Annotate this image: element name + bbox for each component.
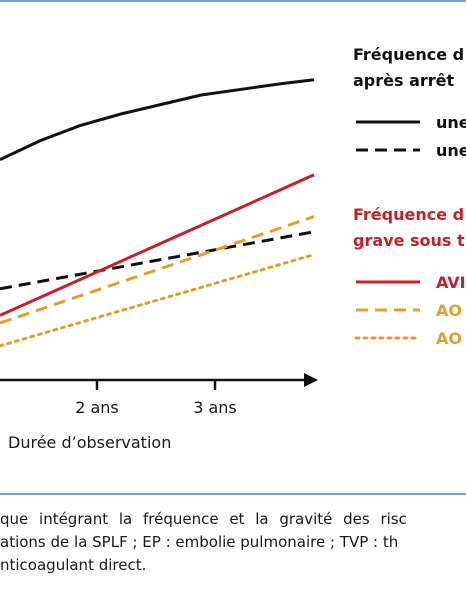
series-line-4 [0,253,316,348]
x-axis-arrowhead [304,373,318,387]
x-axis-label: Durée d’observation [8,433,171,452]
series-line-3 [0,215,315,325]
x-tick-label-1: 3 ans [193,398,237,417]
legend-label-0-1: une [436,141,466,160]
legend-label-1-2: AO [436,329,462,348]
legend-label-0-0: une [436,113,466,132]
legend-title-0-1: après arrêt [353,71,455,90]
legend-title-0-0: Fréquence d [353,45,464,64]
legend-title-1-0: Fréquence d [353,205,464,224]
figure-caption: que intégrant la fréquence et la gravité… [0,508,466,577]
caption-line-3: nticoagulant direct. [0,556,147,574]
risk-chart: 2 ans 3 ans Durée d’observation Fréquence d… [0,45,466,452]
legend-title-1-1: grave sous t [353,231,465,250]
legend-label-1-0: AVI [436,273,466,292]
legend-label-1-1: AO [436,301,462,320]
top-frame-rule [0,0,466,2]
series-line-0 [0,78,315,161]
series-line-2 [0,173,315,317]
caption-line-1: que intégrant la fréquence et la gravité… [0,510,407,528]
series-line-1 [0,230,315,291]
caption-line-2: ations de la SPLF ; EP : embolie pulmona… [0,533,399,551]
bottom-frame-rule [0,493,466,495]
x-tick-label-0: 2 ans [75,398,119,417]
